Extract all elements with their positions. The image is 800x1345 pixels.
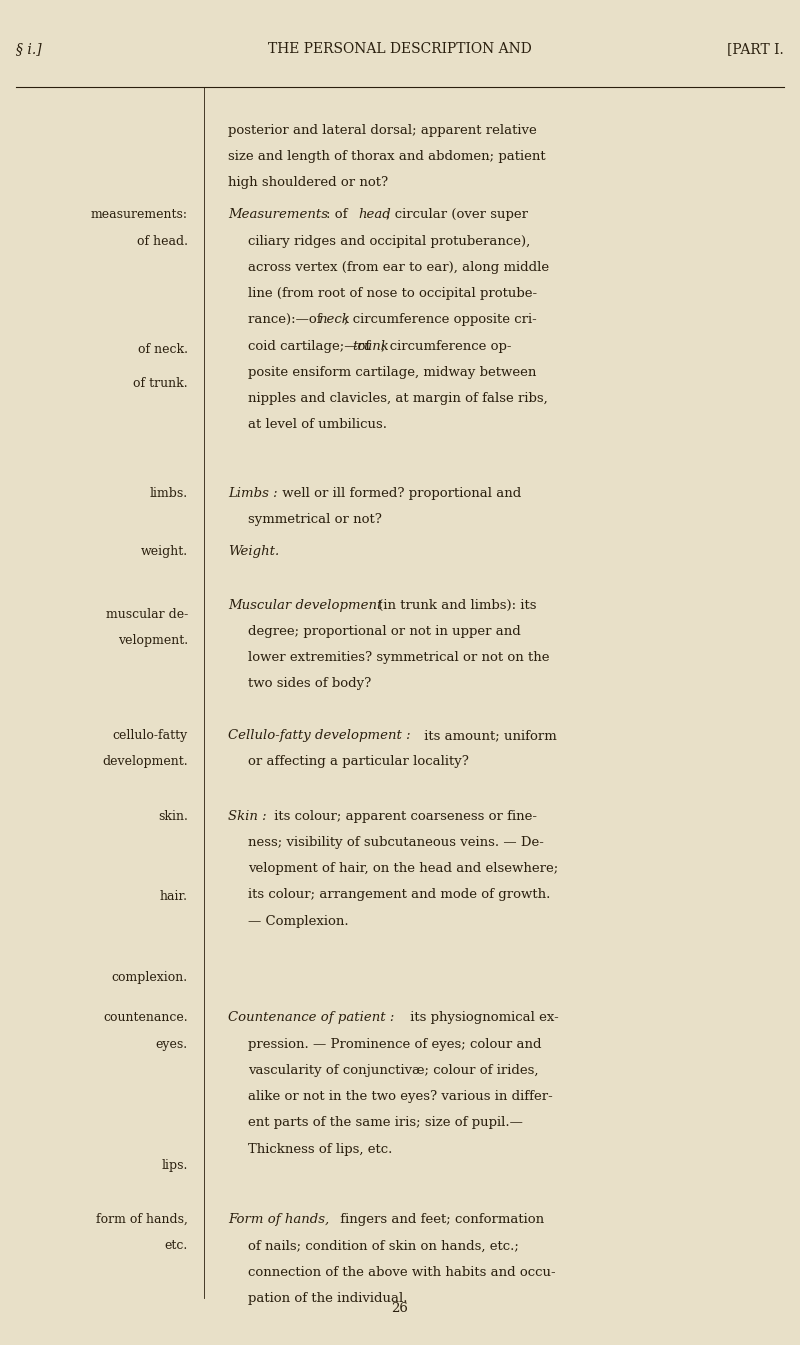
- Text: : of: : of: [326, 208, 351, 222]
- Text: its colour; arrangement and mode of growth.: its colour; arrangement and mode of grow…: [248, 888, 550, 901]
- Text: pression. — Prominence of eyes; colour and: pression. — Prominence of eyes; colour a…: [248, 1038, 542, 1050]
- Text: well or ill formed? proportional and: well or ill formed? proportional and: [278, 487, 522, 500]
- Text: velopment.: velopment.: [118, 633, 188, 647]
- Text: its colour; apparent coarseness or fine-: its colour; apparent coarseness or fine-: [270, 810, 537, 823]
- Text: rance):—of: rance):—of: [248, 313, 326, 327]
- Text: development.: development.: [102, 756, 188, 768]
- Text: at level of umbilicus.: at level of umbilicus.: [248, 418, 387, 432]
- Text: skin.: skin.: [158, 810, 188, 823]
- Text: of head.: of head.: [137, 234, 188, 247]
- Text: Thickness of lips, etc.: Thickness of lips, etc.: [248, 1143, 392, 1155]
- Text: of neck.: of neck.: [138, 343, 188, 356]
- Text: fingers and feet; conformation: fingers and feet; conformation: [336, 1213, 544, 1227]
- Text: symmetrical or not?: symmetrical or not?: [248, 512, 382, 526]
- Text: ; circular (over super: ; circular (over super: [386, 208, 528, 222]
- Text: Weight.: Weight.: [228, 545, 279, 558]
- Text: weight.: weight.: [141, 545, 188, 558]
- Text: line (from root of nose to occipital protube-: line (from root of nose to occipital pro…: [248, 288, 537, 300]
- Text: Muscular development: Muscular development: [228, 599, 382, 612]
- Text: cellulo-fatty: cellulo-fatty: [113, 729, 188, 742]
- Text: (in trunk and limbs): its: (in trunk and limbs): its: [374, 599, 537, 612]
- Text: of trunk.: of trunk.: [134, 377, 188, 390]
- Text: ; circumference op-: ; circumference op-: [381, 340, 511, 352]
- Text: ; circumference opposite cri-: ; circumference opposite cri-: [344, 313, 537, 327]
- Text: Skin :: Skin :: [228, 810, 266, 823]
- Text: pation of the individual.: pation of the individual.: [248, 1291, 407, 1305]
- Text: complexion.: complexion.: [112, 971, 188, 985]
- Text: etc.: etc.: [165, 1240, 188, 1252]
- Text: across vertex (from ear to ear), along middle: across vertex (from ear to ear), along m…: [248, 261, 549, 274]
- Text: ness; visibility of subcutaneous veins. — De-: ness; visibility of subcutaneous veins. …: [248, 835, 544, 849]
- Text: measurements:: measurements:: [91, 208, 188, 222]
- Text: two sides of body?: two sides of body?: [248, 678, 371, 690]
- Text: muscular de-: muscular de-: [106, 608, 188, 621]
- Text: hair.: hair.: [160, 890, 188, 904]
- Text: of nails; condition of skin on hands, etc.;: of nails; condition of skin on hands, et…: [248, 1240, 519, 1252]
- Text: Limbs :: Limbs :: [228, 487, 278, 500]
- Text: posite ensiform cartilage, midway between: posite ensiform cartilage, midway betwee…: [248, 366, 536, 379]
- Text: degree; proportional or not in upper and: degree; proportional or not in upper and: [248, 624, 521, 638]
- Text: or affecting a particular locality?: or affecting a particular locality?: [248, 756, 469, 768]
- Text: posterior and lateral dorsal; apparent relative: posterior and lateral dorsal; apparent r…: [228, 124, 537, 137]
- Text: trunk: trunk: [352, 340, 389, 352]
- Text: Form of hands,: Form of hands,: [228, 1213, 330, 1227]
- Text: alike or not in the two eyes? various in differ-: alike or not in the two eyes? various in…: [248, 1089, 553, 1103]
- Text: § i.]: § i.]: [16, 43, 42, 56]
- Text: velopment of hair, on the head and elsewhere;: velopment of hair, on the head and elsew…: [248, 862, 558, 876]
- Text: Countenance of patient :: Countenance of patient :: [228, 1011, 394, 1025]
- Text: high shouldered or not?: high shouldered or not?: [228, 176, 388, 190]
- Text: lower extremities? symmetrical or not on the: lower extremities? symmetrical or not on…: [248, 651, 550, 664]
- Text: its physiognomical ex-: its physiognomical ex-: [406, 1011, 558, 1025]
- Text: connection of the above with habits and occu-: connection of the above with habits and …: [248, 1266, 556, 1279]
- Text: vascularity of conjunctivæ; colour of irides,: vascularity of conjunctivæ; colour of ir…: [248, 1064, 538, 1077]
- Text: head: head: [358, 208, 391, 222]
- Text: size and length of thorax and abdomen; patient: size and length of thorax and abdomen; p…: [228, 151, 546, 163]
- Text: Measurements: Measurements: [228, 208, 328, 222]
- Text: coid cartilage;—of: coid cartilage;—of: [248, 340, 374, 352]
- Text: ciliary ridges and occipital protuberance),: ciliary ridges and occipital protuberanc…: [248, 234, 530, 247]
- Text: 26: 26: [391, 1302, 409, 1315]
- Text: its amount; uniform: its amount; uniform: [420, 729, 557, 742]
- Text: Cellulo-fatty development :: Cellulo-fatty development :: [228, 729, 410, 742]
- Text: lips.: lips.: [162, 1159, 188, 1173]
- Text: ent parts of the same iris; size of pupil.—: ent parts of the same iris; size of pupi…: [248, 1116, 523, 1130]
- Text: neck: neck: [318, 313, 350, 327]
- Text: nipples and clavicles, at margin of false ribs,: nipples and clavicles, at margin of fals…: [248, 393, 548, 405]
- Text: limbs.: limbs.: [150, 487, 188, 500]
- Text: form of hands,: form of hands,: [96, 1213, 188, 1227]
- Text: [PART I.: [PART I.: [727, 43, 784, 56]
- Text: THE PERSONAL DESCRIPTION AND: THE PERSONAL DESCRIPTION AND: [268, 43, 532, 56]
- Text: — Complexion.: — Complexion.: [248, 915, 349, 928]
- Text: eyes.: eyes.: [156, 1038, 188, 1052]
- Text: countenance.: countenance.: [103, 1011, 188, 1025]
